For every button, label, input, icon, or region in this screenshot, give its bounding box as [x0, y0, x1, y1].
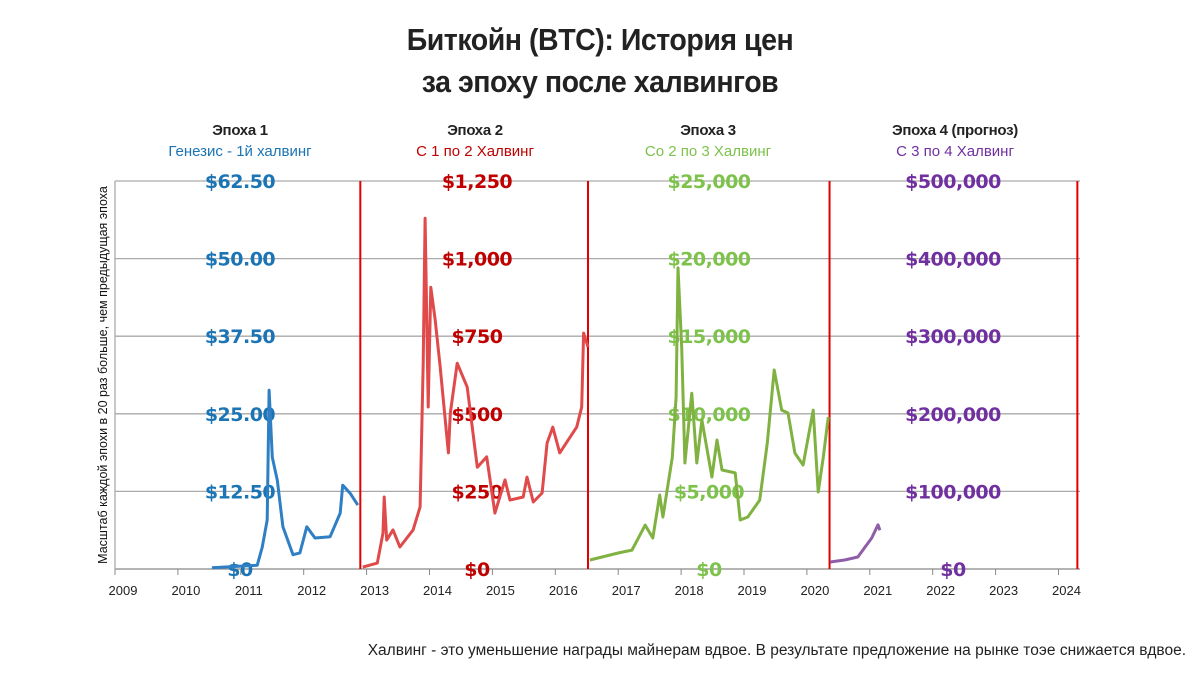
y-tick-label-epoch-3: $5,000 — [674, 481, 745, 503]
y-tick-label-epoch-2: $1,250 — [442, 171, 513, 193]
y-tick-label-epoch-2: $0 — [464, 559, 490, 581]
chart-title-line1: Биткойн (BTC): История цен — [406, 22, 794, 57]
y-tick-label-epoch-1: $12.50 — [205, 481, 276, 503]
x-tick-label: 2022 — [926, 583, 955, 598]
x-tick-label: 2015 — [486, 583, 515, 598]
x-tick-label: 2019 — [738, 583, 767, 598]
x-tick-label: 2016 — [549, 583, 578, 598]
y-tick-label-epoch-1: $50.00 — [205, 249, 276, 271]
x-tick-label: 2014 — [423, 583, 452, 598]
epoch-name: Эпоха 1 — [212, 122, 268, 139]
x-tick-label: 2023 — [989, 583, 1018, 598]
x-tick-label: 2024 — [1052, 583, 1081, 598]
y-tick-label-epoch-4: $200,000 — [905, 404, 1001, 426]
y-tick-label-epoch-1: $0 — [227, 559, 253, 581]
y-tick-label-epoch-2: $500 — [452, 404, 503, 426]
y-tick-label-epoch-1: $62.50 — [205, 171, 276, 193]
epoch-name: Эпоха 4 (прогноз) — [892, 122, 1018, 139]
y-tick-label-epoch-3: $15,000 — [667, 326, 750, 348]
y-tick-label-epoch-1: $37.50 — [205, 326, 276, 348]
y-tick-label-epoch-4: $0 — [940, 559, 966, 581]
epoch-name: Эпоха 3 — [680, 122, 736, 139]
y-tick-label-epoch-3: $25,000 — [667, 171, 750, 193]
y-tick-label-epoch-2: $750 — [452, 326, 503, 348]
epoch-subtitle: Со 2 по 3 Халвинг — [644, 143, 772, 160]
y-tick-label-epoch-3: $0 — [696, 559, 722, 581]
price-line-epoch-2 — [362, 216, 590, 569]
y-tick-label-epoch-4: $300,000 — [905, 326, 1001, 348]
price-line-epoch-3 — [589, 266, 830, 562]
y-tick-label-epoch-4: $100,000 — [905, 481, 1001, 503]
epoch-subtitle: С 1 по 2 Халвинг — [416, 143, 534, 160]
x-tick-label: 2010 — [171, 583, 200, 598]
y-tick-label-epoch-4: $400,000 — [905, 249, 1001, 271]
epoch-subtitle: Генезис - 1й халвинг — [168, 143, 312, 160]
epoch-name: Эпоха 2 — [447, 122, 503, 139]
chart-title-line2: за эпоху после халвингов — [421, 64, 779, 99]
epoch-header-4: Эпоха 4 (прогноз) С 3 по 4 Халвинг — [835, 122, 1075, 160]
epoch-subtitle: С 3 по 4 Халвинг — [896, 143, 1014, 160]
y-tick-label-epoch-3: $10,000 — [667, 404, 750, 426]
epoch-header-2: Эпоха 2 С 1 по 2 Халвинг — [355, 122, 595, 160]
price-line-epoch-4 — [829, 523, 882, 564]
y-tick-label-epoch-2: $250 — [452, 481, 503, 503]
y-tick-label-epoch-2: $1,000 — [442, 249, 513, 271]
x-tick-label: 2013 — [360, 583, 389, 598]
price-line-epoch-1 — [211, 388, 360, 570]
x-tick-label: 2018 — [675, 583, 704, 598]
x-tick-label: 2017 — [612, 583, 641, 598]
x-tick-label: 2009 — [109, 583, 138, 598]
x-tick-label: 2012 — [297, 583, 326, 598]
y-tick-label-epoch-4: $500,000 — [905, 171, 1001, 193]
x-tick-label: 2021 — [863, 583, 892, 598]
y-tick-label-epoch-1: $25.00 — [205, 404, 276, 426]
epoch-header-1: Эпоха 1 Генезис - 1й халвинг — [120, 122, 360, 160]
epoch-header-3: Эпоха 3 Со 2 по 3 Халвинг — [588, 122, 828, 160]
x-tick-label: 2011 — [235, 583, 263, 598]
y-tick-label-epoch-3: $20,000 — [667, 249, 750, 271]
x-tick-label: 2020 — [800, 583, 829, 598]
footer-note: Халвинг - это уменьшение награды майнера… — [367, 642, 1186, 659]
